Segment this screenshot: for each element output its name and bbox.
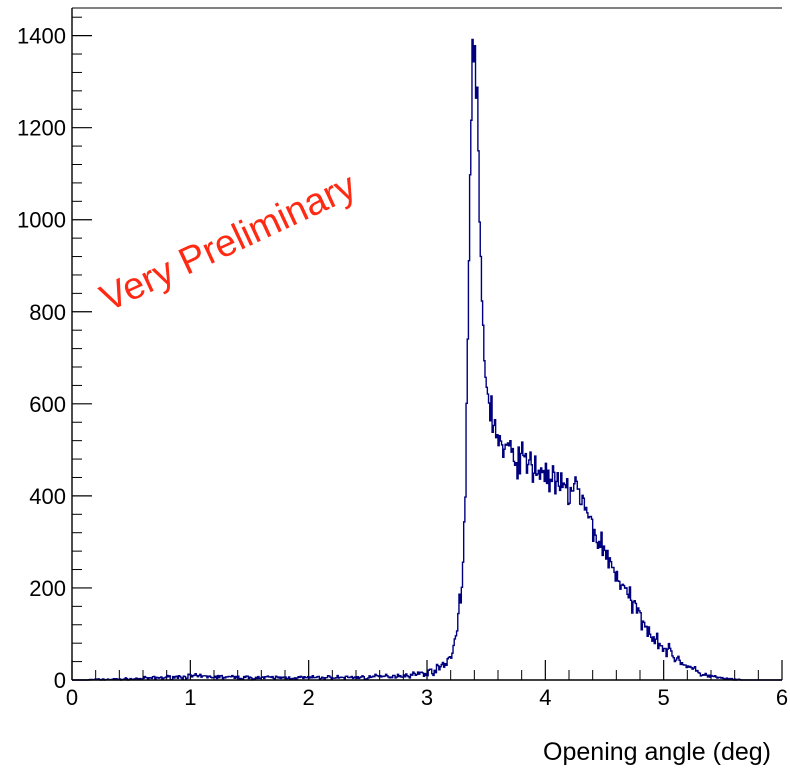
histogram-series-line <box>72 38 782 681</box>
x-tick-label: 2 <box>303 685 315 710</box>
x-axis-title: Opening angle (deg) <box>543 738 771 766</box>
x-tick-label: 6 <box>776 685 788 710</box>
y-tick-label: 400 <box>29 484 66 509</box>
y-tick-label: 200 <box>29 576 66 601</box>
x-tick-label: 3 <box>421 685 433 710</box>
y-tick-label: 600 <box>29 392 66 417</box>
x-tick-label: 5 <box>658 685 670 710</box>
y-tick-label: 1000 <box>17 208 66 233</box>
y-axis-ticks: 0 200 400 600 800 1000 1200 1400 <box>17 16 92 693</box>
y-tick-label: 0 <box>54 668 66 693</box>
x-tick-label: 0 <box>66 685 78 710</box>
x-axis-ticks: 0 1 2 3 4 5 6 <box>66 660 788 710</box>
x-tick-label: 4 <box>539 685 551 710</box>
y-tick-label: 1400 <box>17 24 66 49</box>
y-tick-label: 800 <box>29 300 66 325</box>
x-tick-label: 1 <box>184 685 196 710</box>
y-tick-label: 1200 <box>17 116 66 141</box>
very-preliminary-annotation: Very Preliminary <box>94 165 362 320</box>
